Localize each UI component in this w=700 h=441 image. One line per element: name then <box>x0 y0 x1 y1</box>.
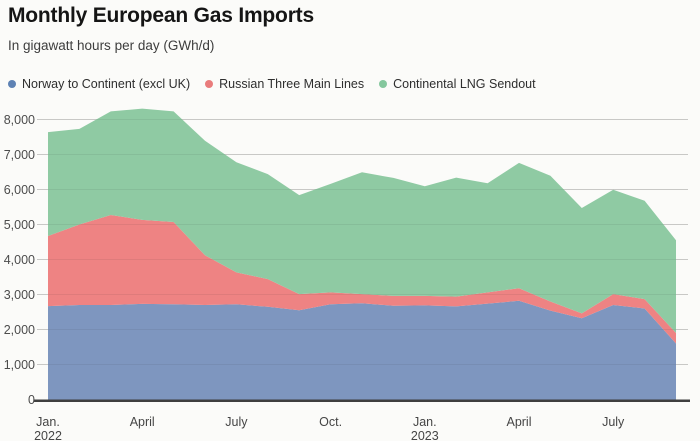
legend-dot-norway-icon <box>8 80 16 88</box>
y-axis-tick-label: 5,000 <box>4 218 35 232</box>
area-norway <box>48 300 676 400</box>
area-lng <box>48 108 676 333</box>
x-axis-tick-label: April <box>506 415 531 429</box>
x-axis-tick-label: July <box>602 415 625 429</box>
x-axis-tick-label: Oct. <box>319 415 342 429</box>
legend-item-norway: Norway to Continent (excl UK) <box>8 77 190 91</box>
y-axis-tick-label: 4,000 <box>4 253 35 267</box>
x-axis-tick-label: April <box>130 415 155 429</box>
legend-dot-russia-icon <box>205 80 214 88</box>
x-axis-tick-label: July <box>225 415 248 429</box>
legend-dot-lng-icon <box>379 80 388 88</box>
legend-label-lng: Continental LNG Sendout <box>393 77 536 91</box>
x-axis-tick-label: Jan. <box>36 415 60 429</box>
y-axis-tick-label: 7,000 <box>4 148 35 162</box>
area-russia <box>48 215 676 344</box>
legend-item-russia: Russian Three Main Lines <box>205 77 364 91</box>
legend-label-norway: Norway to Continent (excl UK) <box>22 77 191 91</box>
x-axis-tick-year-label: 2022 <box>34 429 62 441</box>
x-axis-tick-year-label: 2023 <box>411 429 439 441</box>
chart-title: Monthly European Gas Imports <box>8 4 314 27</box>
y-axis-tick-label: 6,000 <box>4 183 35 197</box>
y-axis-tick-label: 8,000 <box>4 113 35 127</box>
legend-label-russia: Russian Three Main Lines <box>219 77 365 91</box>
y-axis-tick-label: 0 <box>28 393 35 407</box>
y-axis-tick-label: 2,000 <box>4 323 35 337</box>
x-axis-tick-label: Jan. <box>413 415 437 429</box>
legend-item-lng: Continental LNG Sendout <box>379 77 536 91</box>
y-axis-tick-label: 1,000 <box>4 358 35 372</box>
chart-subtitle: In gigawatt hours per day (GWh/d) <box>8 38 215 53</box>
y-axis-tick-label: 3,000 <box>4 288 35 302</box>
chart-legend: Norway to Continent (excl UK) Russian Th… <box>8 77 536 91</box>
